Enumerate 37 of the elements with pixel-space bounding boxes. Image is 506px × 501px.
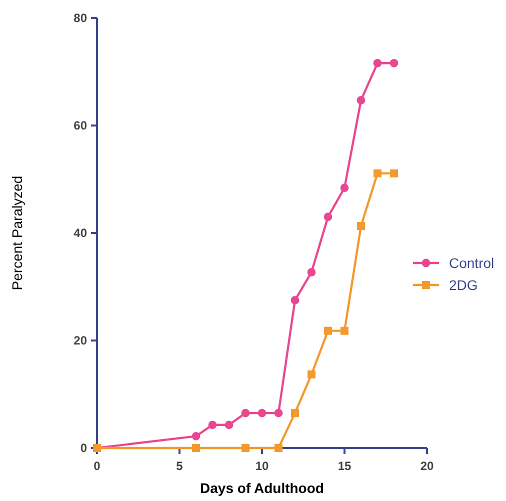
- x-tick-label: 5: [176, 459, 184, 473]
- y-tick-label: 20: [74, 334, 88, 348]
- point: [291, 409, 299, 418]
- x-tick-label: 10: [255, 459, 269, 473]
- point: [290, 296, 300, 304]
- legend-label: Control: [449, 255, 494, 271]
- point: [390, 58, 398, 68]
- point: [192, 432, 200, 440]
- point: [307, 268, 316, 276]
- x-tick-label: 15: [338, 459, 352, 473]
- y-axis-title: Percent Paralyzed: [9, 176, 25, 290]
- point: [224, 420, 234, 430]
- point: [192, 444, 200, 452]
- point: [357, 222, 365, 230]
- point: [308, 370, 316, 378]
- point: [390, 169, 398, 178]
- point: [340, 184, 349, 192]
- legend-label: 2DG: [449, 277, 478, 293]
- x-tick-label: 0: [94, 459, 101, 473]
- y-tick-label: 60: [74, 118, 88, 132]
- point: [274, 444, 282, 452]
- point: [208, 420, 217, 430]
- point: [258, 408, 266, 418]
- point: [324, 212, 332, 222]
- point: [324, 326, 332, 335]
- y-tick-label: 80: [74, 11, 88, 25]
- point: [274, 408, 283, 418]
- point: [356, 96, 366, 104]
- point: [340, 326, 348, 335]
- x-tick-label: 20: [420, 459, 434, 473]
- point: [373, 58, 382, 68]
- point: [374, 169, 382, 178]
- x-axis-title: Days of Adulthood: [200, 480, 324, 496]
- point: [242, 444, 250, 452]
- y-tick-label: 0: [80, 441, 88, 455]
- y-tick-label: 40: [74, 226, 88, 240]
- point: [241, 408, 250, 418]
